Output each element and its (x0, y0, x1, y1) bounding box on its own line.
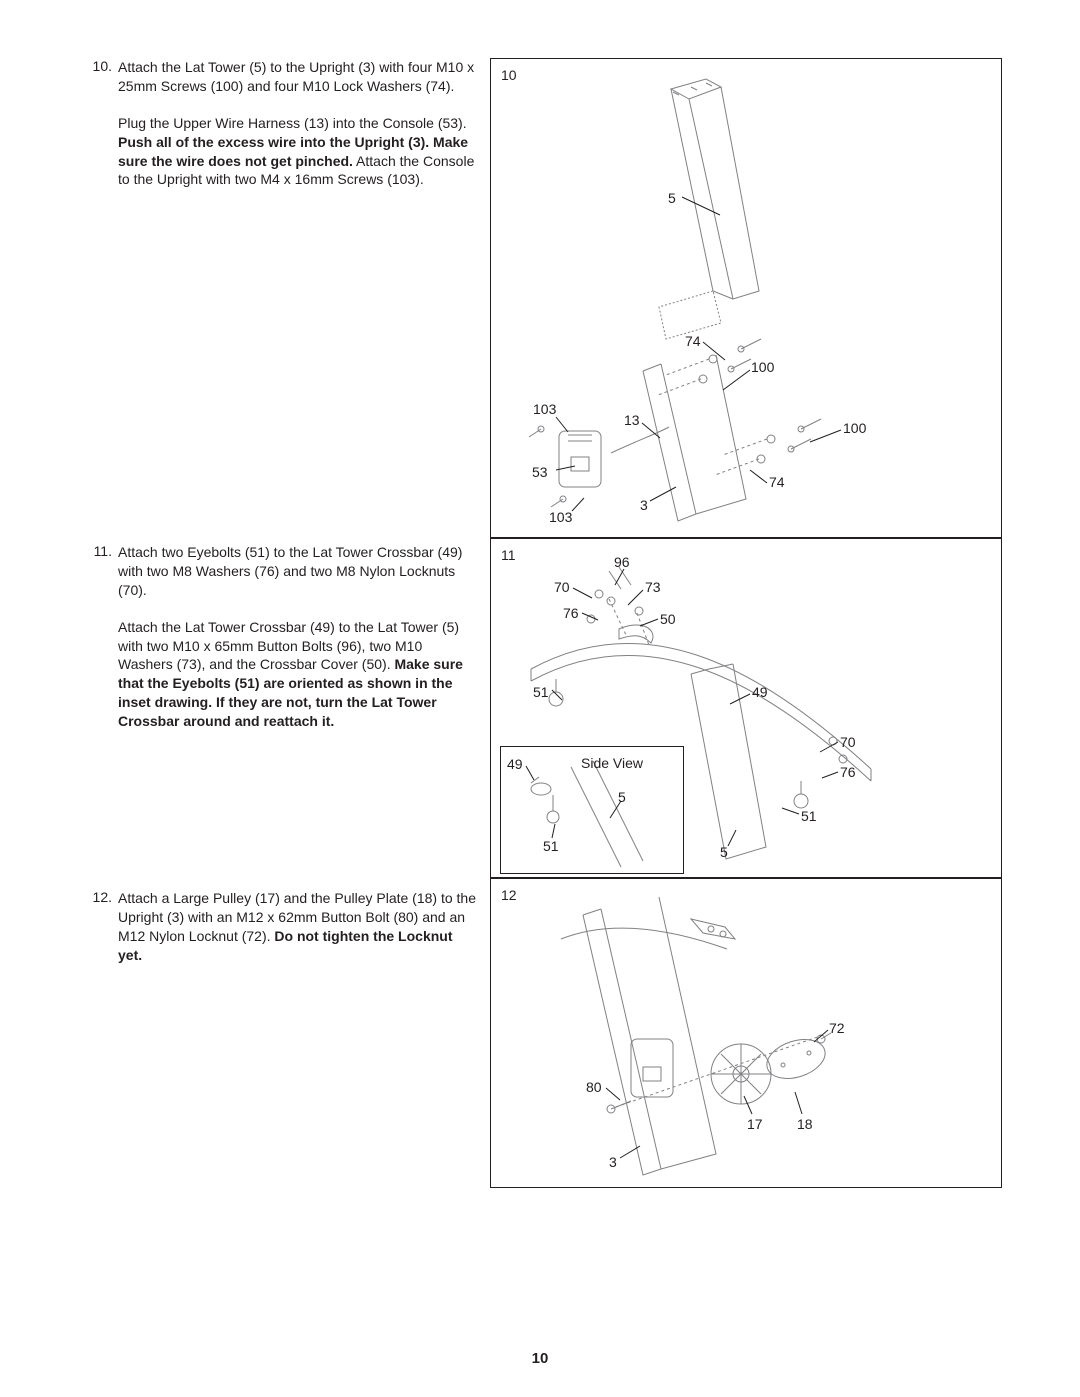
part-callout: 74 (769, 474, 785, 490)
page-number: 10 (0, 1350, 1080, 1367)
part-callout: 70 (554, 579, 570, 595)
part-callout: 100 (751, 359, 774, 375)
step-body: Attach a Large Pulley (17) and the Pulle… (118, 889, 480, 965)
instruction-step: 10. Attach the Lat Tower (5) to the Uprig… (82, 58, 480, 207)
part-callout: 5 (668, 190, 676, 206)
part-callout: 53 (532, 464, 548, 480)
part-callout: 80 (586, 1079, 602, 1095)
figure-12-drawing (491, 879, 1003, 1189)
part-callout: 3 (640, 497, 648, 513)
part-callout: 96 (614, 554, 630, 570)
figure-10: 10 (490, 58, 1002, 538)
paragraph: Plug the Upper Wire Harness (13) into th… (118, 114, 480, 190)
part-callout: 50 (660, 611, 676, 627)
paragraph: Attach the Lat Tower Crossbar (49) to th… (118, 618, 480, 731)
figure-12: 12 (490, 878, 1002, 1188)
part-callout: 51 (533, 684, 549, 700)
part-callout: 72 (829, 1020, 845, 1036)
part-callout: 13 (624, 412, 640, 428)
instruction-column: 10. Attach the Lat Tower (5) to the Uprig… (82, 0, 480, 1397)
instruction-step: 12. Attach a Large Pulley (17) and the Pu… (82, 889, 480, 983)
paragraph: Attach two Eyebolts (51) to the Lat Towe… (118, 543, 480, 600)
part-callout: 100 (843, 420, 866, 436)
part-callout: 103 (533, 401, 556, 417)
step-body: Attach two Eyebolts (51) to the Lat Towe… (118, 543, 480, 731)
step-number: 11. (82, 543, 112, 559)
part-callout: 18 (797, 1116, 813, 1132)
part-callout: 51 (801, 808, 817, 824)
part-callout: 74 (685, 333, 701, 349)
inset-title: Side View (581, 755, 643, 771)
instruction-step: 11. Attach two Eyebolts (51) to the Lat T… (82, 543, 480, 749)
paragraph: Attach a Large Pulley (17) and the Pulle… (118, 889, 480, 965)
part-callout: 5 (618, 789, 626, 805)
paragraph: Attach the Lat Tower (5) to the Upright … (118, 58, 480, 96)
text: Plug the Upper Wire Harness (13) into th… (118, 115, 467, 131)
part-callout: 49 (507, 756, 523, 772)
part-callout: 76 (563, 605, 579, 621)
part-callout: 70 (840, 734, 856, 750)
part-callout: 3 (609, 1154, 617, 1170)
text: Attach two Eyebolts (51) to the Lat Towe… (118, 544, 462, 598)
figure-10-drawing (491, 59, 1003, 539)
part-callout: 49 (752, 684, 768, 700)
text: Attach the Lat Tower (5) to the Upright … (118, 59, 474, 94)
part-callout: 76 (840, 764, 856, 780)
part-callout: 17 (747, 1116, 763, 1132)
part-callout: 73 (645, 579, 661, 595)
step-body: Attach the Lat Tower (5) to the Upright … (118, 58, 480, 189)
part-callout: 51 (543, 838, 559, 854)
part-callout: 103 (549, 509, 572, 525)
part-callout: 5 (720, 844, 728, 860)
step-number: 12. (82, 889, 112, 905)
step-number: 10. (82, 58, 112, 74)
page: 10. Attach the Lat Tower (5) to the Uprig… (0, 0, 1080, 1397)
